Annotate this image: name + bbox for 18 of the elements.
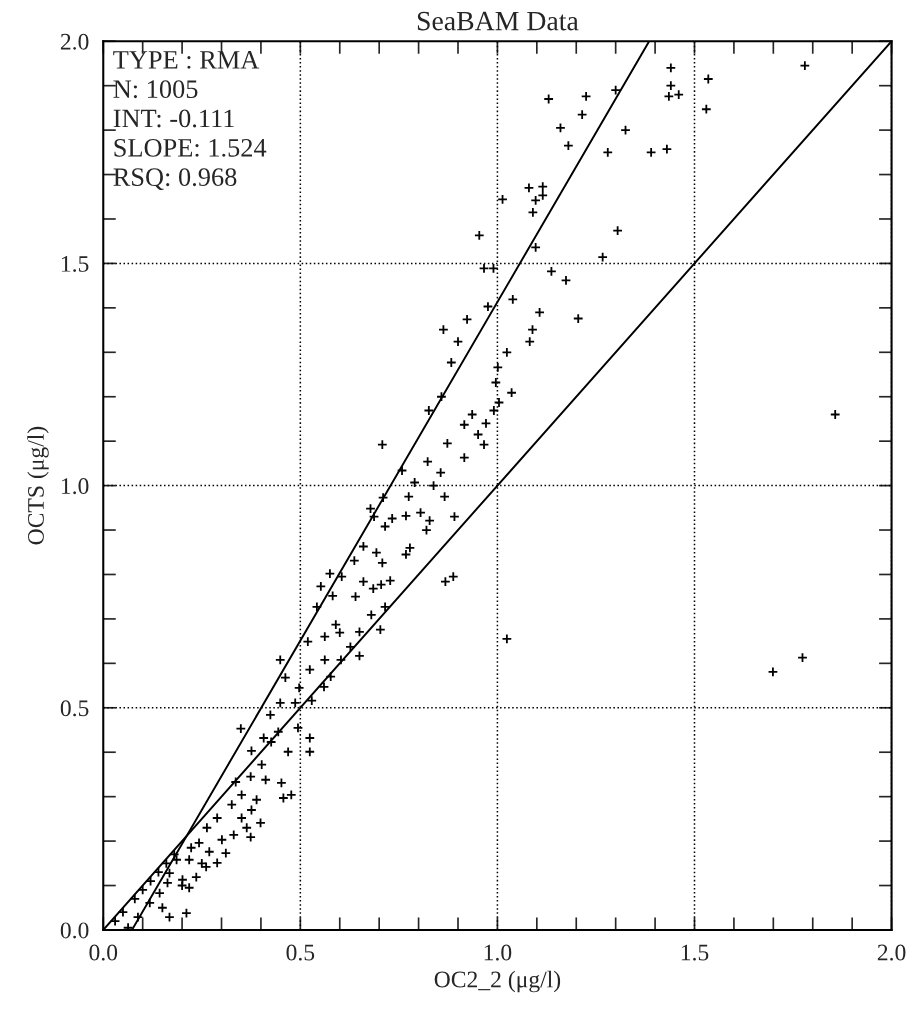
y-tick-label: 1.5 bbox=[61, 256, 89, 272]
y-tick-label: 0.0 bbox=[60, 922, 89, 939]
x-tick-label: 0.5 bbox=[286, 944, 315, 961]
y-tick-label: 2.0 bbox=[60, 33, 89, 50]
x-tick-label: 2.0 bbox=[877, 944, 906, 961]
annotation: SLOPE: 1.524 bbox=[114, 138, 267, 157]
y-axis-title: OCTS (μg/l) bbox=[27, 426, 49, 545]
y-tick-label: 1.0 bbox=[61, 478, 89, 495]
x-tick-label: 1.0 bbox=[484, 944, 512, 961]
chart-title: SeaBAM Data bbox=[417, 11, 579, 31]
annotation: RSQ: 0.968 bbox=[113, 168, 237, 191]
x-tick-label: 1.5 bbox=[681, 944, 709, 961]
x-axis-title: OC2_2 (μg/l) bbox=[434, 970, 561, 993]
annotation: INT: -0.111 bbox=[113, 109, 234, 128]
annotation: TYPE : RMA bbox=[113, 51, 260, 69]
annotation: N: 1005 bbox=[113, 80, 198, 99]
y-tick-label: 0.5 bbox=[60, 700, 89, 717]
x-tick-label: 0.0 bbox=[89, 944, 118, 961]
